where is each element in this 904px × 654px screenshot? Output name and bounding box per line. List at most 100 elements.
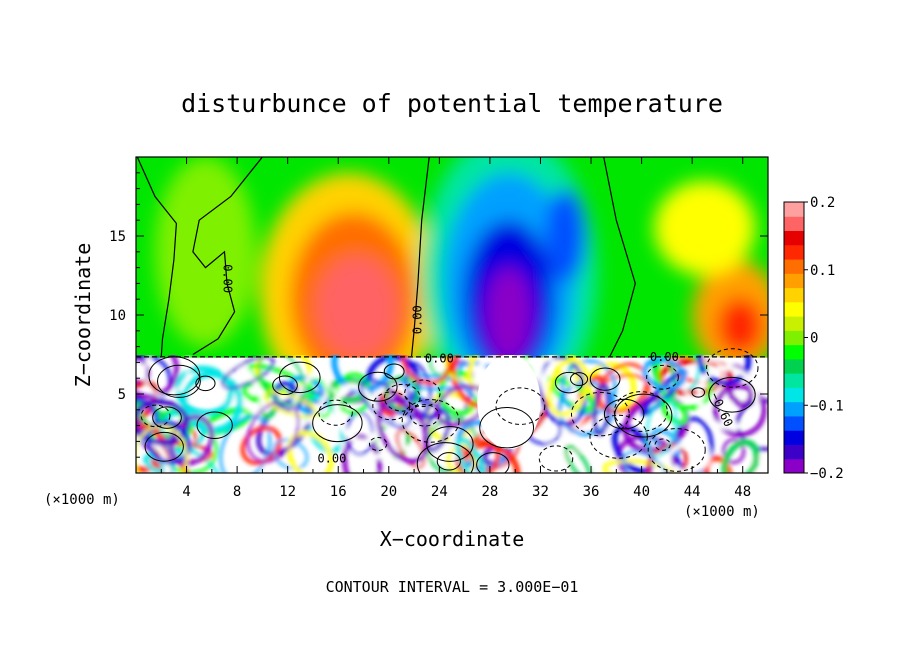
colorbar-tick-label-2: 0	[810, 331, 818, 347]
eddy-140	[404, 362, 433, 415]
contour-eddy-2	[416, 442, 475, 473]
y-axis-label: Z−coordinate	[71, 243, 95, 388]
eddy-143	[221, 355, 275, 390]
eddy-96	[539, 450, 568, 473]
contour-eddy-33	[646, 364, 679, 390]
y-tick-label-2: 15	[109, 229, 126, 245]
contour-eddy-35	[358, 371, 398, 402]
eddy-45	[704, 455, 733, 473]
contour-eddy-28	[404, 379, 441, 408]
x-tick-label-1: 8	[233, 484, 241, 500]
field-blob-6	[486, 267, 532, 358]
plot-area: 0.000.000.00 0.000.00−0.60	[136, 157, 768, 473]
contour-eddy-13	[706, 348, 759, 388]
eddy-134	[333, 383, 382, 446]
eddy-131	[642, 357, 686, 391]
eddy-74	[423, 408, 451, 453]
colorbar-swatch-8	[784, 344, 804, 360]
colorbar-tick-label-0: 0.2	[810, 195, 835, 211]
field-blob-9	[717, 297, 763, 355]
y-tick-label-0: 5	[118, 387, 126, 403]
eddy-32	[736, 398, 768, 452]
eddy-48	[712, 384, 767, 438]
contour-eddy-23	[383, 383, 421, 412]
colorbar-swatch-14	[784, 259, 804, 274]
x-tick-label-2: 12	[279, 484, 296, 500]
turbulent-layer	[136, 355, 768, 473]
eddy-129	[136, 439, 174, 473]
eddy-130	[136, 399, 190, 446]
layer-core	[477, 355, 541, 450]
colorbar-tick-label-1: 0.1	[810, 263, 835, 279]
x-tick-label-11: 48	[734, 484, 751, 500]
x-tick-label-4: 20	[380, 484, 397, 500]
colorbar-swatch-16	[784, 230, 804, 246]
eddy-85	[646, 443, 688, 473]
contour-eddy-4	[554, 371, 584, 394]
x-tick-label-5: 24	[431, 484, 448, 500]
contour-label-2: 0.00	[425, 352, 454, 366]
colorbar: 0.2 0.1 0 −0.1 −0.2	[783, 195, 844, 482]
y-axis: 5 10 15	[109, 172, 768, 458]
contour-eddy-15	[647, 428, 706, 472]
eddy-31	[722, 438, 746, 464]
contour-eddy-26	[372, 391, 411, 421]
eddy-110	[360, 453, 404, 473]
contour-eddy-31	[589, 414, 648, 459]
contour-eddy-34	[426, 426, 474, 462]
colorbar-swatch-11	[784, 301, 804, 317]
x-tick-label-0: 4	[182, 484, 190, 500]
eddy-88	[379, 387, 404, 416]
y-unit-label: (×1000 m)	[44, 492, 120, 508]
colorbar-swatch-17	[784, 216, 804, 232]
contour-eddy-37	[312, 404, 363, 443]
contour-eddy-1	[152, 406, 182, 429]
colorbar-swatch-5	[784, 387, 804, 403]
eddies	[136, 355, 768, 473]
colorbar-swatch-15	[784, 244, 804, 260]
eddy-113	[384, 375, 420, 411]
x-axis-label: X−coordinate	[380, 527, 525, 551]
colorbar-swatch-4	[784, 401, 804, 417]
x-tick-label-7: 32	[532, 484, 549, 500]
contour-eddy-30	[368, 436, 388, 451]
eddy-149	[376, 397, 430, 464]
eddy-148	[258, 355, 306, 407]
x-axis: 4 8 12 16 20 24 28 32 36 40 44 48	[160, 157, 751, 500]
contour-eddy-11	[654, 438, 671, 451]
colorbar-tick-label-4: −0.2	[810, 466, 844, 482]
contour-eddy-32	[278, 361, 321, 394]
eddy-147	[721, 439, 760, 473]
eddy-94	[696, 355, 752, 386]
contour-eddy-21	[613, 391, 668, 432]
eddy-117	[444, 355, 472, 382]
field-blob-10	[654, 180, 756, 276]
colorbar-swatch-0	[784, 458, 804, 474]
contour-eddy-16	[436, 452, 461, 471]
contour-eddy-10	[144, 431, 184, 462]
eddy-132	[308, 378, 332, 418]
colorbar-swatch-9	[784, 330, 804, 346]
contour-left-a	[136, 157, 178, 357]
eddy-109	[564, 444, 592, 473]
contour-eddy-36	[157, 364, 201, 398]
eddy-62	[602, 459, 677, 473]
contour-eddy-25	[195, 375, 216, 392]
chart-title: disturbunce of potential temperature	[181, 89, 723, 118]
x-tick-label-10: 44	[684, 484, 701, 500]
contour-eddy-6	[569, 372, 589, 387]
eddy-137	[143, 355, 191, 398]
eddy-104	[331, 355, 394, 394]
contour-label-1: 0.00	[410, 305, 424, 334]
field-blob-11	[154, 157, 257, 347]
x-unit-label: (×1000 m)	[684, 504, 760, 520]
contour-eddy-39	[479, 406, 535, 449]
eddy-138	[666, 441, 711, 473]
colorbar-swatch-18	[784, 202, 804, 217]
eddy-46	[219, 415, 272, 473]
x-tick-label-3: 16	[330, 484, 347, 500]
contour-eddy-20	[140, 404, 171, 428]
y-tick-label-1: 10	[109, 308, 126, 324]
colorbar-swatch-2	[784, 430, 804, 445]
